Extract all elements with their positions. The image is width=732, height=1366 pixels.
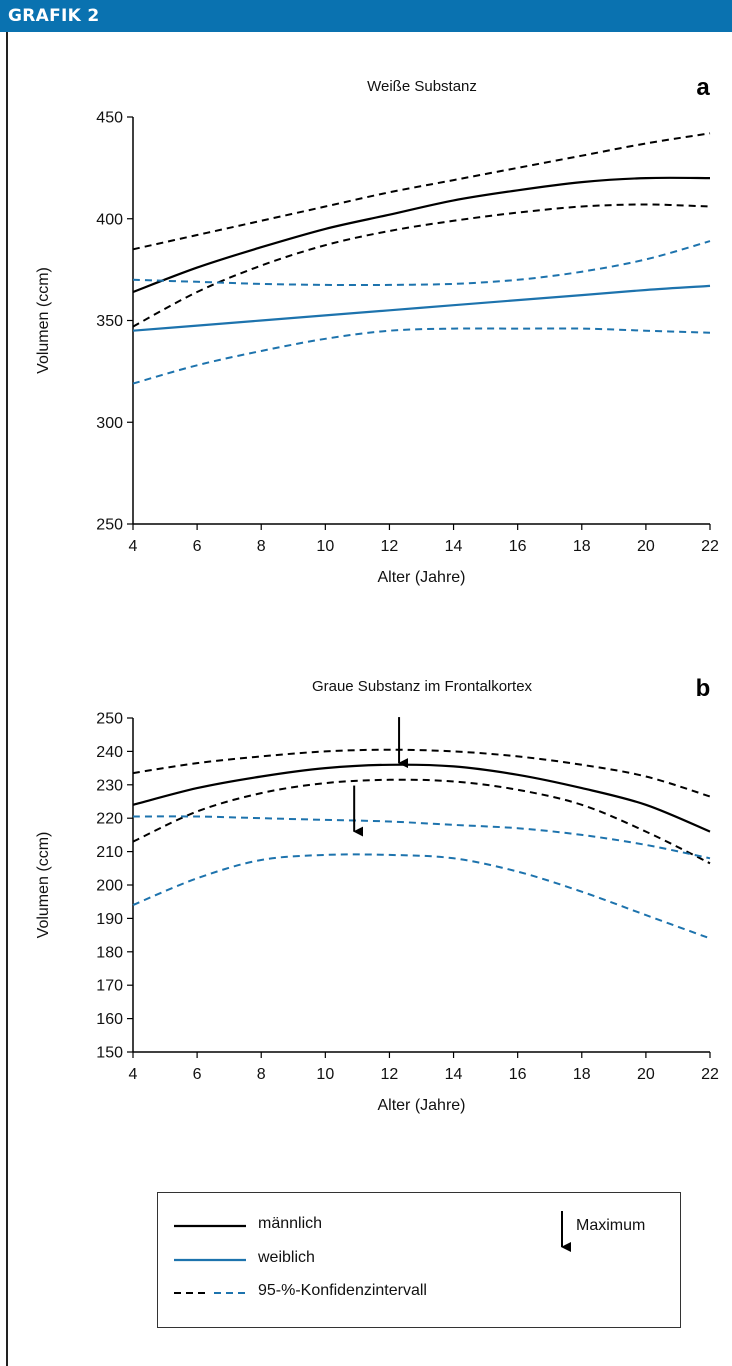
x-tick-label: 18: [573, 1066, 591, 1083]
y-tick-label: 160: [96, 1011, 123, 1028]
y-tick-label: 350: [96, 313, 123, 330]
y-tick-label: 450: [96, 110, 123, 127]
y-axis-label-a: Volumen (ccm): [35, 267, 52, 374]
y-tick-label: 240: [96, 744, 123, 761]
series-line-b-2: [132, 778, 711, 865]
x-tick-label: 10: [316, 1066, 334, 1083]
panel-letter-a: a: [696, 74, 710, 101]
y-tick-label: 190: [96, 911, 123, 928]
series-line-b-1: [132, 748, 711, 798]
series-line-a-5: [132, 327, 711, 385]
series-line-b-4: [132, 853, 711, 940]
x-tick-label: 20: [637, 538, 655, 555]
x-tick-label: 14: [445, 1066, 463, 1083]
x-tick-label: 22: [701, 1066, 719, 1083]
series-line-b-3: [132, 815, 711, 860]
x-tick-label: 20: [637, 1066, 655, 1083]
x-tick-label: 12: [381, 538, 399, 555]
x-tick-label: 16: [509, 538, 527, 555]
y-tick-label: 300: [96, 415, 123, 432]
legend-label-maximum: Maximum: [576, 1217, 646, 1234]
panel-letter-b: b: [696, 675, 711, 702]
x-tick-label: 10: [316, 538, 334, 555]
x-tick-label: 16: [509, 1066, 527, 1083]
y-tick-label: 230: [96, 777, 123, 794]
y-tick-label: 250: [96, 711, 123, 728]
x-tick-label: 4: [129, 538, 138, 555]
chart-panel-a: 250 300 350 400 450 4 6 8 10 12 14 16 18 20 22 Weiße Su…: [35, 74, 719, 586]
series-line-a-3: [132, 284, 711, 332]
chart-panel-b: 150 160 170 180 190 200 210 220 230 240 250 4 6 8 10 12…: [35, 675, 719, 1114]
y-axis-label-b: Volumen (ccm): [35, 832, 52, 939]
header-title: GRAFIK 2: [8, 6, 100, 26]
x-tick-label: 8: [257, 538, 266, 555]
series-line-a-1: [132, 132, 711, 251]
legend-label-male: männlich: [258, 1215, 323, 1232]
x-tick-label: 12: [381, 1066, 399, 1083]
x-tick-label: 8: [257, 1066, 266, 1083]
y-tick-label: 220: [96, 811, 123, 828]
y-tick-label: 170: [96, 978, 123, 995]
x-tick-label: 6: [193, 538, 202, 555]
x-tick-label: 4: [129, 1066, 138, 1083]
series-line-b-0: [132, 763, 711, 833]
x-tick-label: 14: [445, 538, 463, 555]
x-axis-label-b: Alter (Jahre): [377, 1097, 465, 1114]
legend-graphics: [174, 1211, 571, 1294]
legend-label-ci: 95-%-Konfidenzintervall: [258, 1282, 427, 1299]
x-tick-label: 6: [193, 1066, 202, 1083]
series-line-a-0: [132, 176, 711, 294]
chart-title-b: Graue Substanz im Frontalkortex: [312, 678, 533, 695]
y-tick-label: 250: [96, 517, 123, 534]
y-tick-label: 200: [96, 878, 123, 895]
header-bar: GRAFIK 2: [0, 0, 732, 32]
x-tick-label: 18: [573, 538, 591, 555]
series-line-a-4: [132, 240, 711, 287]
y-tick-label: 400: [96, 211, 123, 228]
legend-label-female: weiblich: [258, 1249, 315, 1266]
legend: männlich weiblich 95-%-Konfidenzinterval…: [157, 1192, 681, 1328]
y-tick-label: 180: [96, 944, 123, 961]
frame-line: [6, 32, 8, 1366]
chart-title-a: Weiße Substanz: [367, 78, 477, 95]
x-axis-label-a: Alter (Jahre): [377, 569, 465, 586]
y-tick-label: 210: [96, 844, 123, 861]
y-tick-label: 150: [96, 1045, 123, 1062]
x-tick-label: 22: [701, 538, 719, 555]
